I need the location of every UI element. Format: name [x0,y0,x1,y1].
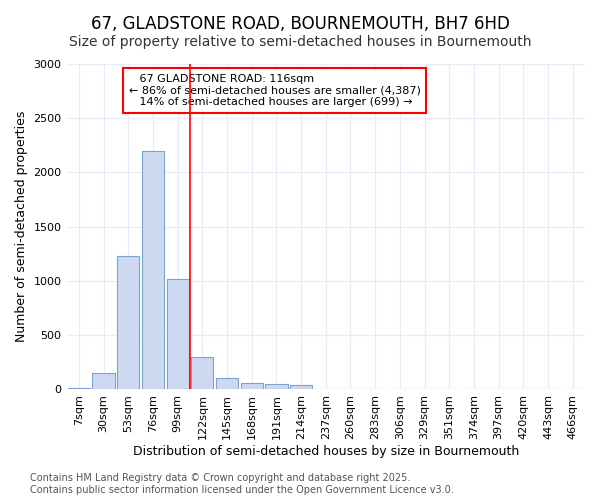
Bar [191,356,214,389]
Bar [142,150,164,389]
Bar [314,388,337,389]
Bar [92,373,115,389]
Bar [167,278,189,389]
Bar [241,382,263,389]
Text: 67 GLADSTONE ROAD: 116sqm
← 86% of semi-detached houses are smaller (4,387)
   1: 67 GLADSTONE ROAD: 116sqm ← 86% of semi-… [129,74,421,107]
Bar [117,256,139,389]
X-axis label: Distribution of semi-detached houses by size in Bournemouth: Distribution of semi-detached houses by … [133,444,519,458]
Bar [216,378,238,389]
Bar [68,388,90,389]
Bar [265,384,287,389]
Text: Contains HM Land Registry data © Crown copyright and database right 2025.
Contai: Contains HM Land Registry data © Crown c… [30,474,454,495]
Text: Size of property relative to semi-detached houses in Bournemouth: Size of property relative to semi-detach… [69,35,531,49]
Text: 67, GLADSTONE ROAD, BOURNEMOUTH, BH7 6HD: 67, GLADSTONE ROAD, BOURNEMOUTH, BH7 6HD [91,15,509,33]
Y-axis label: Number of semi-detached properties: Number of semi-detached properties [15,111,28,342]
Bar [290,386,312,389]
